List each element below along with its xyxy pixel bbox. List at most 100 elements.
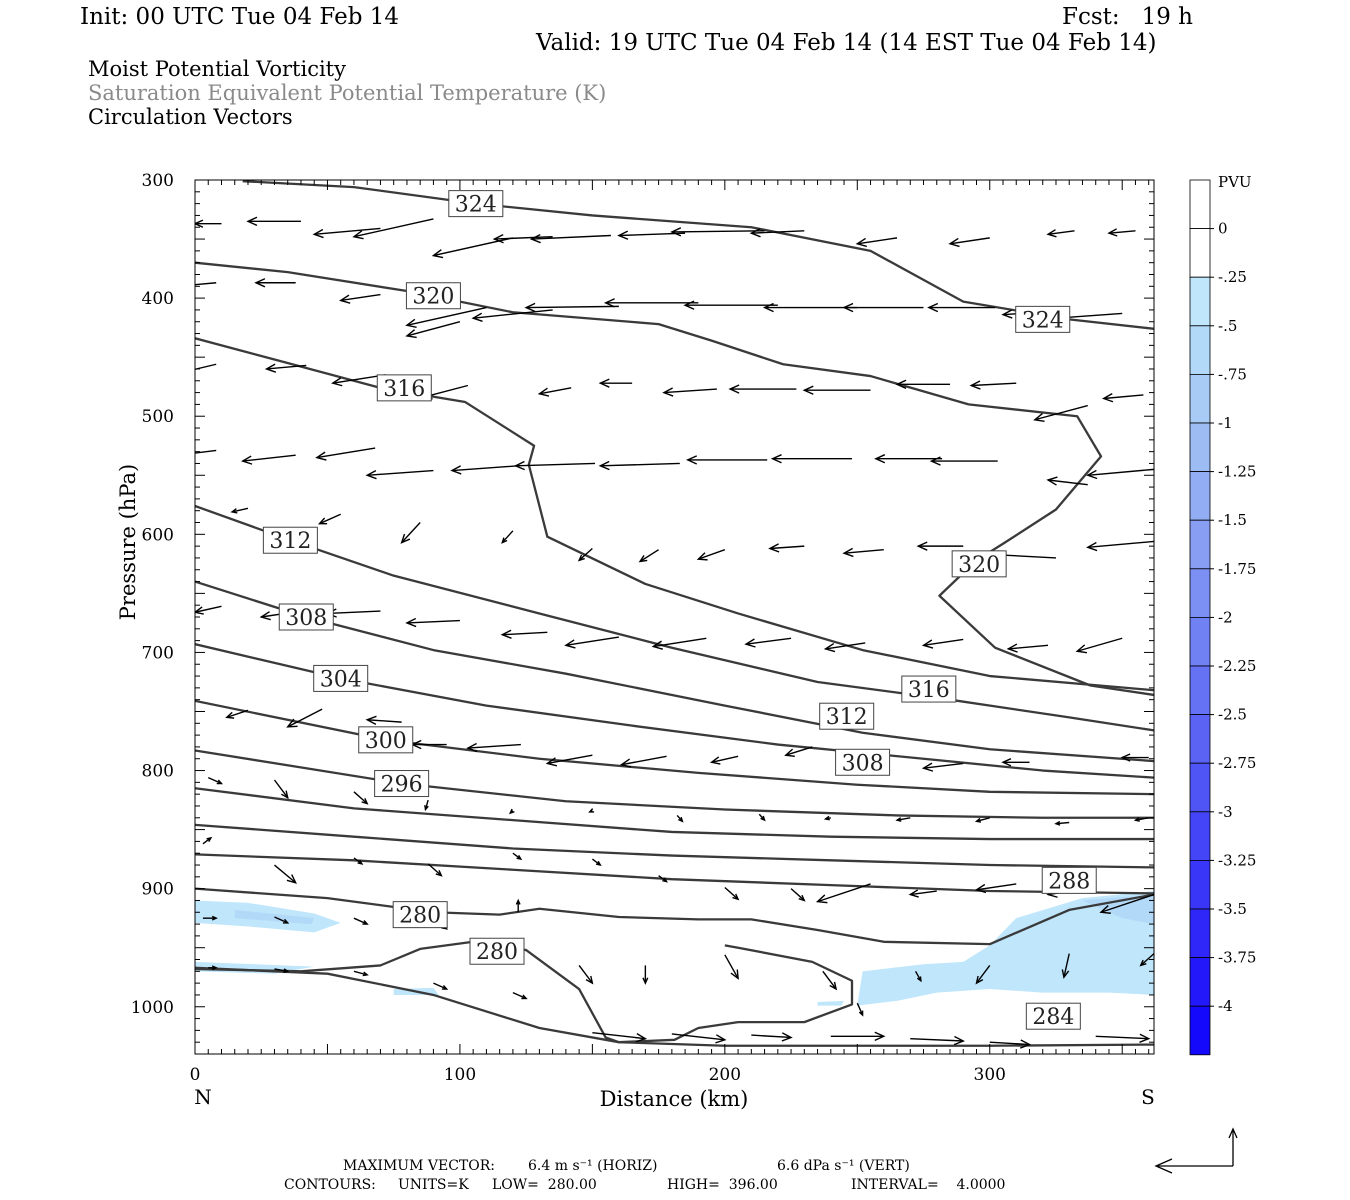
vector-head — [1086, 541, 1098, 552]
circulation-vector — [545, 754, 593, 767]
vector-shaft — [433, 982, 447, 990]
vector-head — [686, 455, 698, 465]
y-tick-label: 900 — [142, 880, 174, 900]
vector-head — [259, 611, 271, 621]
circulation-vector — [1086, 540, 1154, 552]
vector-shaft — [671, 230, 765, 233]
circulation-vector — [1033, 404, 1088, 423]
circulation-vector — [914, 970, 922, 983]
vector-shaft — [578, 964, 593, 984]
vector-head — [545, 757, 558, 767]
y-tick-label: 600 — [142, 525, 174, 545]
vector-head — [450, 465, 462, 475]
colorbar-swatch — [1189, 519, 1211, 570]
colorbar-swatch — [1189, 714, 1211, 764]
colorbar-swatch — [1189, 617, 1211, 667]
vector-shaft — [1076, 637, 1123, 652]
vector-head — [696, 552, 708, 561]
circulation-vector — [1061, 953, 1070, 979]
circulation-vector — [638, 549, 659, 563]
valid-time: Valid: 19 UTC Tue 04 Feb 14 (14 EST Tue … — [536, 30, 1157, 56]
colorbar-swatch — [1189, 179, 1211, 229]
circulation-vector — [598, 460, 680, 471]
vector-shaft — [949, 237, 990, 245]
colorbar-title: PVU — [1218, 173, 1252, 191]
colorbar-swatch — [1189, 762, 1211, 813]
vector-head — [974, 817, 982, 823]
vector-shaft — [769, 545, 805, 550]
vector-shaft — [671, 1033, 725, 1041]
vector-head — [1107, 228, 1118, 237]
circulation-vector — [317, 513, 341, 525]
vector-shaft — [751, 230, 805, 234]
vector-head — [874, 1031, 886, 1041]
colorbar-label: -2 — [1218, 608, 1233, 626]
contours-label: CONTOURS: — [284, 1177, 376, 1193]
vector-head — [254, 278, 266, 288]
vector-head — [855, 237, 867, 248]
vector-head — [749, 228, 761, 238]
vector-head — [603, 298, 615, 308]
vector-head — [315, 451, 327, 461]
vector-shaft — [353, 970, 368, 976]
vector-head — [424, 805, 429, 812]
contour-label: 312 — [819, 702, 875, 730]
circulation-vector — [274, 916, 290, 924]
circulation-vector — [501, 530, 514, 544]
contour-label-box — [901, 675, 957, 703]
circulation-vector — [658, 875, 668, 883]
colorbar-swatch — [1189, 957, 1211, 1007]
circulation-vector — [1107, 228, 1136, 237]
circulation-vector — [273, 779, 289, 800]
circulation-vector — [686, 455, 768, 465]
vector-head — [312, 228, 324, 239]
vector-head — [874, 454, 886, 464]
circulation-vector — [512, 852, 523, 861]
colorbar-label: 0 — [1218, 220, 1228, 238]
vector-shaft — [745, 637, 792, 645]
circulation-vector — [427, 863, 443, 877]
vector-head — [974, 883, 987, 894]
contour-line — [195, 887, 1154, 946]
colorbar-swatch — [1189, 811, 1211, 861]
vector-head — [678, 816, 684, 823]
circulation-vector — [195, 219, 222, 228]
contour-label-text: 300 — [365, 729, 407, 754]
vector-head — [1086, 469, 1098, 480]
circulation-vector — [274, 864, 297, 884]
vector-head — [500, 629, 512, 639]
vector-shaft — [531, 234, 611, 240]
colorbar-label: -3 — [1218, 803, 1233, 821]
vector-head — [195, 219, 204, 228]
vector-head — [216, 779, 224, 785]
contour-line — [195, 261, 1154, 697]
circulation-vector — [921, 638, 964, 649]
vector-head — [598, 460, 610, 471]
circulation-vector — [1001, 758, 1030, 767]
circulation-vector — [676, 814, 684, 823]
circulation-vector — [974, 817, 990, 823]
y-tick-label: 800 — [142, 762, 174, 782]
vector-shaft — [494, 235, 553, 240]
circulation-vector — [855, 237, 898, 248]
vector-head — [975, 975, 984, 985]
colorbar-swatch — [1189, 373, 1211, 424]
circulation-vector — [724, 954, 739, 980]
contour-label-text: 312 — [269, 529, 311, 554]
circulation-vector — [1139, 953, 1154, 967]
circulation-vector — [1075, 637, 1123, 654]
circulation-vector — [770, 454, 852, 464]
circulation-vector — [202, 836, 213, 845]
contour-label: 316 — [901, 675, 957, 703]
vector-shaft — [451, 465, 519, 472]
circulation-vector — [405, 306, 487, 328]
circulation-vector — [1099, 893, 1154, 914]
vector-shaft — [856, 1002, 864, 1016]
vector-head — [515, 898, 521, 905]
contour-label-box — [313, 664, 369, 692]
circulation-vector — [353, 970, 369, 977]
x-tick-label: 200 — [709, 1065, 741, 1085]
vector-head — [815, 894, 828, 904]
circulation-vector — [927, 302, 996, 313]
